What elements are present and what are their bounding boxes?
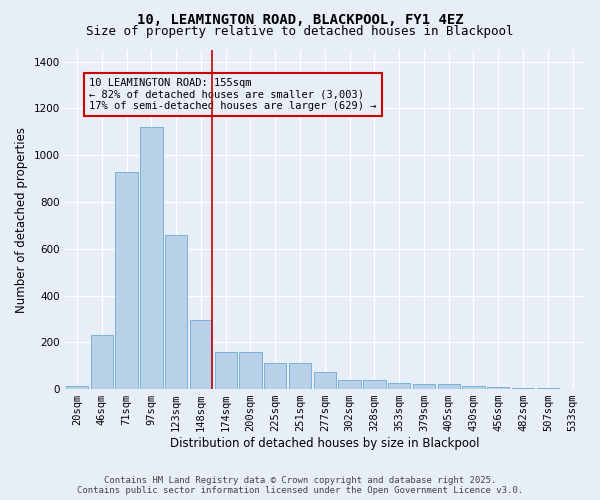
Bar: [215, 352, 237, 389]
Bar: [363, 380, 386, 389]
Bar: [536, 388, 559, 389]
Bar: [463, 386, 485, 389]
Text: 10 LEAMINGTON ROAD: 155sqm
← 82% of detached houses are smaller (3,003)
17% of s: 10 LEAMINGTON ROAD: 155sqm ← 82% of deta…: [89, 78, 377, 112]
Bar: [388, 383, 410, 389]
Bar: [239, 352, 262, 389]
Bar: [115, 172, 138, 389]
Bar: [487, 387, 509, 389]
Bar: [190, 320, 212, 389]
Bar: [338, 380, 361, 389]
Bar: [140, 127, 163, 389]
Bar: [264, 364, 286, 389]
Bar: [512, 388, 534, 389]
Bar: [413, 384, 435, 389]
Text: Contains HM Land Registry data © Crown copyright and database right 2025.
Contai: Contains HM Land Registry data © Crown c…: [77, 476, 523, 495]
Bar: [289, 364, 311, 389]
Bar: [91, 336, 113, 389]
Text: Size of property relative to detached houses in Blackpool: Size of property relative to detached ho…: [86, 25, 514, 38]
Bar: [314, 372, 336, 389]
Bar: [66, 386, 88, 389]
Y-axis label: Number of detached properties: Number of detached properties: [15, 126, 28, 312]
Bar: [165, 234, 187, 389]
X-axis label: Distribution of detached houses by size in Blackpool: Distribution of detached houses by size …: [170, 437, 479, 450]
Text: 10, LEAMINGTON ROAD, BLACKPOOL, FY1 4EZ: 10, LEAMINGTON ROAD, BLACKPOOL, FY1 4EZ: [137, 12, 463, 26]
Bar: [437, 384, 460, 389]
